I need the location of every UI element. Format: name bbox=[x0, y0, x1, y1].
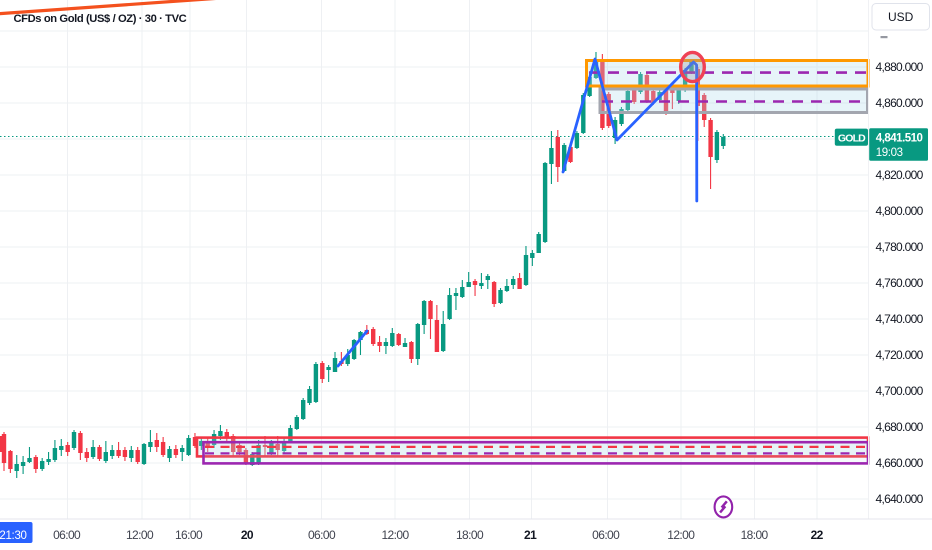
svg-text:12:00: 12:00 bbox=[381, 528, 409, 542]
svg-text:GOLD: GOLD bbox=[838, 132, 866, 144]
svg-text:4,841.510: 4,841.510 bbox=[876, 132, 923, 144]
svg-text:21: 21 bbox=[524, 528, 537, 542]
svg-text:06:00: 06:00 bbox=[308, 528, 336, 542]
svg-text:06:00: 06:00 bbox=[592, 528, 620, 542]
svg-text:USD: USD bbox=[888, 10, 914, 24]
svg-text:4,880.000: 4,880.000 bbox=[876, 60, 924, 74]
svg-text:4,800.000: 4,800.000 bbox=[876, 204, 924, 218]
svg-text:CFDs on Gold (US$ / OZ) · 30 ·: CFDs on Gold (US$ / OZ) · 30 · TVC bbox=[14, 13, 187, 25]
svg-text:4,720.000: 4,720.000 bbox=[876, 348, 924, 362]
svg-text:22: 22 bbox=[811, 528, 824, 542]
svg-text:18:00: 18:00 bbox=[741, 528, 769, 542]
svg-text:4,700.000: 4,700.000 bbox=[876, 384, 924, 398]
svg-text:4,860.000: 4,860.000 bbox=[876, 96, 924, 110]
svg-text:4,740.000: 4,740.000 bbox=[876, 312, 924, 326]
svg-text:18:00: 18:00 bbox=[456, 528, 484, 542]
svg-text:4,640.000: 4,640.000 bbox=[876, 492, 924, 506]
svg-text:20: 20 bbox=[241, 528, 254, 542]
svg-text:4,780.000: 4,780.000 bbox=[876, 240, 924, 254]
svg-text:21:30: 21:30 bbox=[0, 530, 27, 542]
svg-text:4,660.000: 4,660.000 bbox=[876, 456, 924, 470]
svg-text:4,680.000: 4,680.000 bbox=[876, 420, 924, 434]
svg-text:4,820.000: 4,820.000 bbox=[876, 168, 924, 182]
svg-text:12:00: 12:00 bbox=[667, 528, 695, 542]
svg-text:19:03: 19:03 bbox=[876, 147, 903, 159]
svg-text:4,760.000: 4,760.000 bbox=[876, 276, 924, 290]
svg-text:16:00: 16:00 bbox=[175, 528, 203, 542]
svg-text:06:00: 06:00 bbox=[53, 528, 81, 542]
svg-text:12:00: 12:00 bbox=[126, 528, 154, 542]
